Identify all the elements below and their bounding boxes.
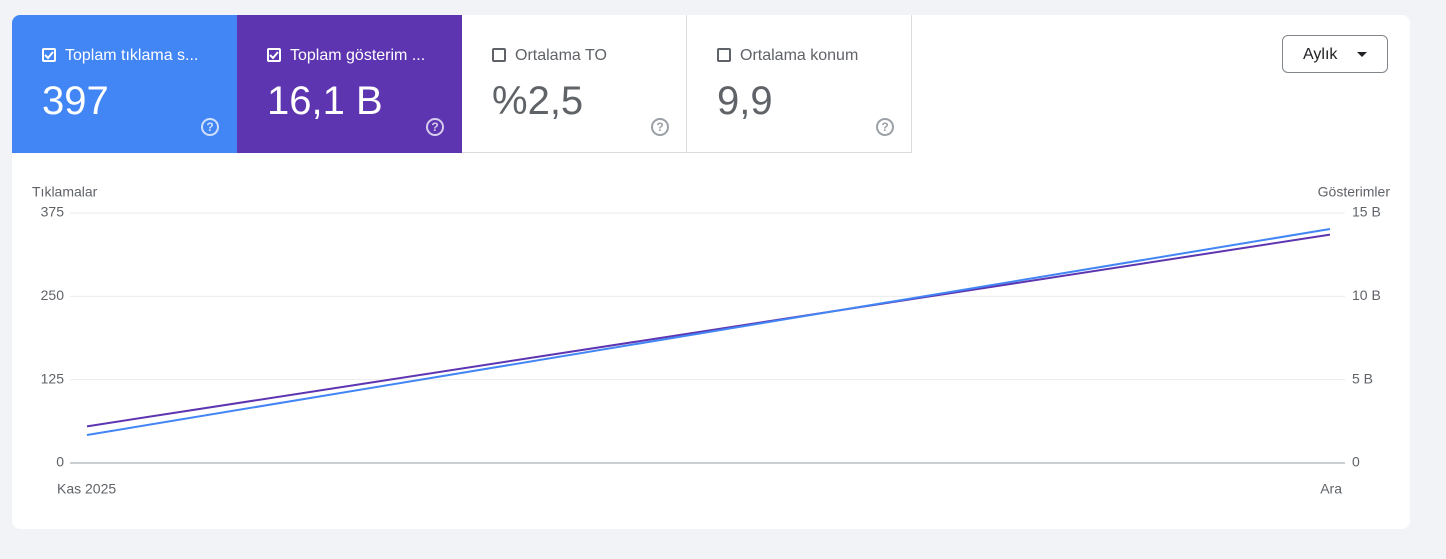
y2-tick-label: 10 B [1352, 287, 1381, 303]
checkbox[interactable] [42, 48, 56, 62]
y-tick-label: 375 [41, 204, 65, 220]
metric-card[interactable]: Toplam gösterim ... 16,1 B ? [237, 15, 462, 153]
series-line [86, 233, 1331, 428]
x-tick-label: Ara [1320, 481, 1342, 497]
period-dropdown[interactable]: Aylık [1282, 35, 1388, 73]
card-label: Ortalama TO [515, 47, 607, 64]
performance-panel: Toplam tıklama s... 397 ? Toplam gösteri… [12, 15, 1410, 529]
card-value: 16,1 B [267, 79, 383, 123]
y-axis-title: Tıklamalar [32, 184, 98, 200]
y-tick-label: 0 [56, 454, 64, 470]
y2-tick-label: 15 B [1352, 204, 1381, 220]
chart: Tıklamalar Gösterimler 0 125 250 375 0 5 B 10 … [32, 184, 1391, 497]
checkbox[interactable] [492, 48, 506, 62]
x-tick-label: Kas 2025 [57, 481, 116, 497]
metric-card[interactable]: Toplam tıklama s... 397 ? [12, 15, 237, 153]
help-icon[interactable]: ? [201, 118, 219, 136]
dropdown-label: Aylık [1303, 46, 1338, 63]
y2-axis-title: Gösterimler [1318, 184, 1391, 200]
help-icon[interactable]: ? [426, 118, 444, 136]
card-label: Ortalama konum [740, 47, 859, 64]
card-label: Toplam tıklama s... [65, 47, 199, 64]
metric-card[interactable]: Ortalama TO %2,5 ? [462, 15, 687, 153]
series-line [86, 228, 1331, 436]
card-value: 9,9 [717, 79, 773, 123]
card-value: 397 [42, 79, 109, 123]
metric-card[interactable]: Ortalama konum 9,9 ? [687, 15, 912, 153]
checkbox[interactable] [267, 48, 281, 62]
card-label: Toplam gösterim ... [290, 47, 426, 64]
y-tick-label: 125 [41, 370, 65, 386]
help-icon[interactable]: ? [876, 118, 894, 136]
checkbox[interactable] [717, 48, 731, 62]
y2-tick-label: 0 [1352, 454, 1360, 470]
y-tick-label: 250 [41, 287, 65, 303]
card-value: %2,5 [492, 79, 584, 123]
y2-tick-label: 5 B [1352, 370, 1373, 386]
help-icon[interactable]: ? [651, 118, 669, 136]
